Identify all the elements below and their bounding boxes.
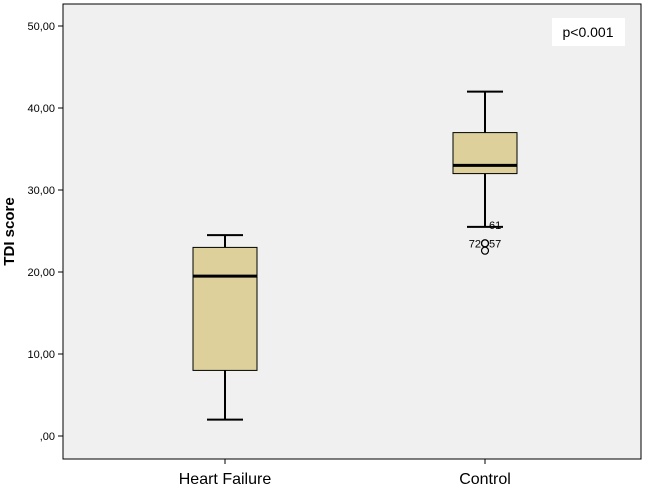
outlier-point — [480, 246, 490, 255]
box-2: 61 72 57 — [452, 90, 518, 255]
x-tick-label: Control — [459, 471, 511, 488]
box-1 — [192, 234, 258, 421]
outlier-label: 57 — [489, 238, 501, 250]
x-tick-label: Heart Failure — [179, 471, 272, 488]
y-tick-label: 10,00 — [27, 349, 55, 361]
y-tick-label: 30,00 — [27, 185, 55, 197]
y-tick-label: ,00 — [40, 431, 55, 443]
p-value-annotation-box: p<0.001 — [552, 18, 625, 46]
x-axis: Heart Failure Control — [179, 459, 511, 488]
y-axis: ,00 10,00 20,00 30,00 40,00 50,00 — [27, 21, 63, 443]
y-tick-label: 20,00 — [27, 267, 55, 279]
y-tick-label: 40,00 — [27, 103, 55, 115]
p-value-annotation: p<0.001 — [563, 24, 614, 40]
y-tick-label: 50,00 — [27, 21, 55, 33]
y-axis-title: TDI score — [1, 197, 18, 265]
iqr-box — [192, 246, 258, 371]
plot-area — [62, 3, 642, 460]
outlier-label: 61 — [489, 220, 501, 232]
iqr-box — [452, 132, 518, 175]
outlier-label: 72 — [469, 238, 481, 250]
box-layer: 61 72 57 — [192, 90, 518, 421]
